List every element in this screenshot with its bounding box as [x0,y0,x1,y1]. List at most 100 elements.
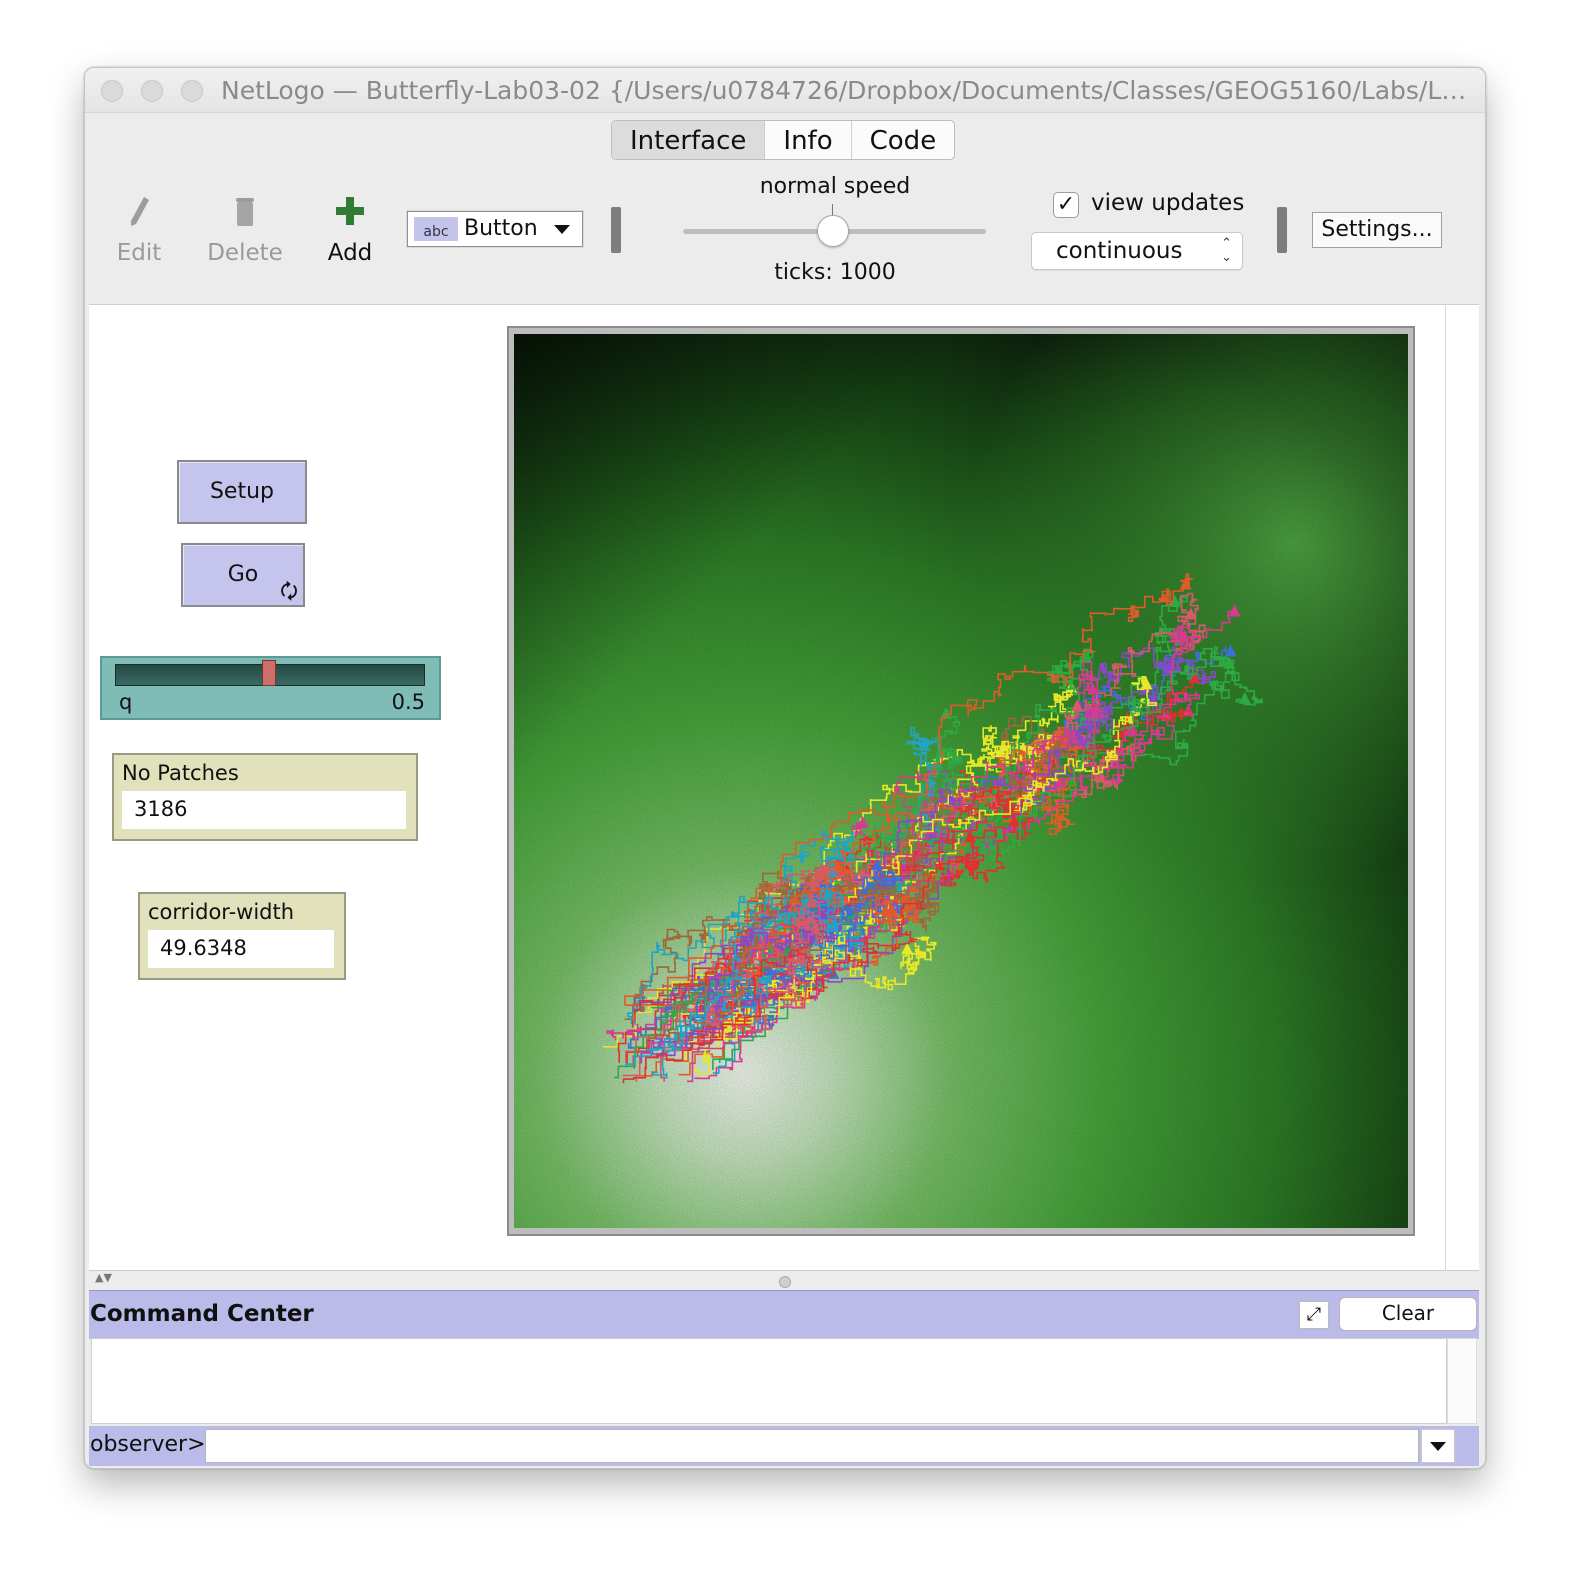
button-widget-icon: abc [414,217,458,241]
command-center-header: Command Center ⤢ Clear [89,1290,1479,1339]
monitor-label: No Patches [122,761,239,785]
tab-interface[interactable]: Interface [612,121,766,159]
butterfly-turtle [1228,604,1241,617]
butterfly-path [711,676,1158,1041]
butterfly-path [622,826,1006,1084]
butterfly-turtle [914,836,927,849]
butterfly-turtle [1168,594,1181,607]
command-output [91,1338,1447,1424]
butterfly-turtle [856,816,869,829]
butterfly-turtle [1059,735,1072,748]
butterfly-path [614,647,1235,1079]
setup-button[interactable]: Setup [177,460,307,524]
go-button-label: Go [227,562,259,587]
chevron-down-icon [554,225,570,234]
interface-scroll-divider [1445,304,1446,1270]
edit-label: Edit [116,240,162,266]
update-mode-select[interactable]: continuous ⌃ ⌄ [1031,232,1243,270]
butterfly-turtle [1188,671,1201,684]
chevron-down-icon [1430,1442,1446,1451]
q-slider-value: 0.5 [391,690,425,714]
tab-info[interactable]: Info [765,121,852,159]
close-window-button[interactable] [101,80,123,102]
butterfly-turtle [886,905,899,918]
pane-splitter[interactable]: ▲▼ [89,1270,1479,1291]
forever-loop-icon: 🗘 [280,579,298,603]
butterfly-turtle [782,883,795,896]
butterfly-turtle [1071,698,1084,711]
butterfly-turtle [1008,814,1021,827]
plus-icon [336,197,364,225]
title-bar: NetLogo — Butterfly-Lab03-02 {/Users/u07… [85,68,1485,113]
butterfly-path [627,830,854,1026]
command-input[interactable] [205,1429,1419,1463]
q-slider[interactable]: q 0.5 [100,656,441,720]
butterfly-turtle [1223,656,1236,669]
tab-code[interactable]: Code [869,126,937,156]
pencil-icon [131,197,149,226]
settings-button[interactable]: Settings... [1312,212,1442,248]
minimize-window-button[interactable] [141,80,163,102]
butterfly-path [716,865,902,1010]
splitter-handle[interactable] [779,1276,791,1288]
monitor-value: 49.6348 [148,930,334,968]
add-button[interactable]: Add [325,194,375,266]
updown-chevron-icon: ⌃ ⌄ [1221,236,1232,265]
history-dropdown-button[interactable] [1421,1429,1455,1463]
butterfly-path [603,687,1074,1048]
speed-label: normal speed [759,174,911,199]
butterfly-turtle [1184,607,1197,620]
butterfly-turtle [1086,682,1099,695]
expand-icon[interactable]: ⤢ [1299,1301,1329,1329]
observer-prompt: observer> [90,1432,206,1457]
butterfly-turtle [871,858,884,871]
butterfly-paths [603,573,1264,1084]
butterfly-path [636,870,940,1056]
butterfly-turtle [1224,644,1237,657]
butterfly-path [707,901,826,1032]
butterfly-turtle [901,942,914,955]
butterfly-turtle [1238,691,1251,704]
monitor-no-patches: No Patches 3186 [112,753,418,841]
toolbar-separator-2 [1277,207,1287,253]
butterfly-path [714,691,1201,1035]
butterfly-path [687,610,1235,1083]
butterfly-turtle [805,895,818,908]
clear-button[interactable]: Clear [1339,1297,1477,1331]
add-label: Add [327,240,373,266]
tab-bar: Interface Info Code [611,120,956,160]
update-mode-value: continuous [1056,238,1183,264]
butterfly-turtle [1179,577,1192,590]
trash-icon [236,198,254,226]
butterfly-path [625,886,844,1068]
butterfly-path [624,573,1193,1005]
toolbar-separator [611,207,621,253]
monitor-corridor-width: corridor-width 49.6348 [138,892,346,980]
butterfly-turtle [1140,677,1153,690]
ticks-counter: ticks: 1000 [774,260,896,285]
butterfly-turtle [939,707,952,720]
netlogo-window: NetLogo — Butterfly-Lab03-02 {/Users/u07… [84,67,1486,1469]
command-output-scrollbar[interactable] [1447,1338,1477,1424]
window-title: NetLogo — Butterfly-Lab03-02 {/Users/u07… [221,76,1471,105]
q-slider-thumb[interactable] [262,660,276,686]
command-center-title: Command Center [90,1301,314,1327]
edit-button[interactable]: Edit [113,194,165,266]
world-view-canvas [514,334,1408,1228]
view-updates-checkbox[interactable]: ✓ [1053,192,1079,218]
butterfly-turtle [918,738,931,751]
speed-center-mark [832,204,833,216]
world-view[interactable] [507,326,1415,1236]
speed-slider-thumb[interactable] [817,215,849,247]
widget-type-select[interactable]: abc Button [407,211,583,247]
zoom-window-button[interactable] [181,80,203,102]
butterfly-turtle [964,830,977,843]
butterfly-path [716,661,1110,1017]
collapse-arrows-icon[interactable]: ▲▼ [95,1271,112,1284]
delete-button[interactable]: Delete [207,194,283,266]
command-input-row: observer> [89,1426,1479,1466]
delete-label: Delete [207,240,283,266]
monitor-label: corridor-width [148,900,295,924]
q-slider-name: q [119,690,133,714]
go-button[interactable]: Go 🗘 [181,543,305,607]
